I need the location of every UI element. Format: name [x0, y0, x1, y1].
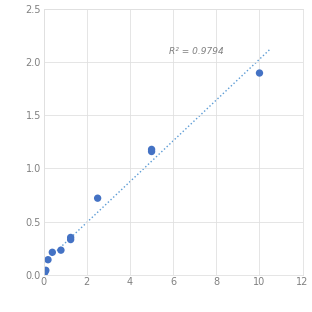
Point [149, 147, 154, 152]
Point [68, 235, 73, 240]
Point [95, 196, 100, 201]
Text: R² = 0.9794: R² = 0.9794 [169, 47, 224, 56]
Point [68, 237, 73, 242]
Point [58, 248, 63, 253]
Point [149, 149, 154, 154]
Point [42, 270, 47, 275]
Point [43, 268, 48, 273]
Point [257, 71, 262, 76]
Point [46, 257, 51, 262]
Point [50, 250, 55, 255]
